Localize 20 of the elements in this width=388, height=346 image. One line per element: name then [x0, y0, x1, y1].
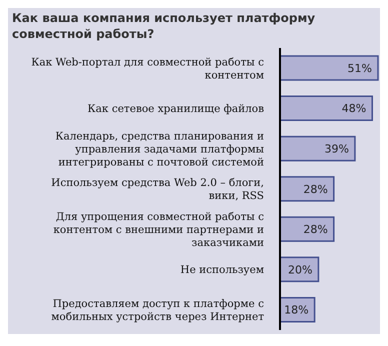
- y-tick-label: Используем средства Web 2.0 – блоги, вики, RSS: [51, 177, 264, 202]
- data-label: 28%: [303, 182, 328, 196]
- data-label: 39%: [324, 142, 349, 156]
- bar: [279, 55, 379, 81]
- y-tick-label: Как Web-портал для совместной работы с контентом: [31, 56, 264, 82]
- y-tick-label: Для упрощения совместной работы с контентом с внешними партнерами и заказчиками: [53, 210, 264, 249]
- data-label: 18%: [284, 304, 309, 317]
- data-label: 28%: [303, 223, 328, 236]
- data-label: 48%: [342, 102, 366, 116]
- y-tick-label: Календарь, средства планирования и управления задачами платформы интегрированы с почтовой системой: [55, 130, 264, 168]
- y-tick-label: Не используем: [180, 264, 264, 276]
- bar: [279, 136, 356, 162]
- bar: [279, 96, 373, 122]
- data-label: 20%: [288, 263, 312, 276]
- text: Как ваша компания использует платформу совместной работы?: [11, 10, 316, 43]
- y-tick-label: Как сетевое хранилище файлов: [88, 103, 264, 116]
- data-label: 51%: [348, 62, 372, 75]
- bar: [279, 176, 335, 202]
- bar: [279, 216, 335, 242]
- y-tick-label: Предоставляем доступ к платформе с мобильных устройств через Интернет: [51, 298, 264, 324]
